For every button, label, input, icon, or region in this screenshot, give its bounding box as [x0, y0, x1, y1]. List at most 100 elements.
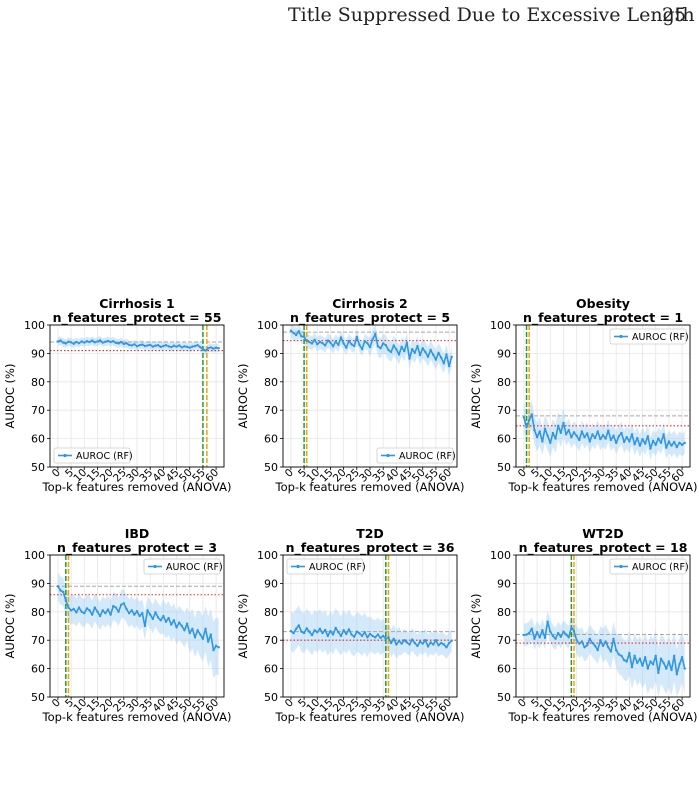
- data-point: [522, 633, 526, 637]
- data-point: [310, 342, 314, 345]
- y-tick-label: 90: [264, 347, 278, 360]
- data-point: [551, 634, 555, 638]
- data-point: [570, 626, 573, 629]
- data-point: [302, 631, 306, 635]
- data-point: [77, 606, 81, 609]
- data-point: [389, 350, 393, 354]
- data-point: [217, 347, 220, 350]
- data-point: [350, 343, 353, 346]
- data-point: [426, 355, 430, 359]
- data-point: [625, 660, 628, 663]
- data-point: [403, 639, 406, 642]
- y-tick-label: 90: [497, 577, 511, 590]
- data-point: [170, 345, 173, 349]
- data-point: [185, 345, 189, 349]
- data-point: [437, 644, 440, 647]
- x-tick-label: 0: [50, 697, 63, 710]
- data-point: [638, 444, 642, 447]
- data-point: [622, 658, 626, 662]
- y-tick-label: 50: [31, 461, 45, 474]
- data-point: [607, 429, 610, 432]
- data-point: [162, 344, 165, 348]
- x-tick-label: 0: [516, 697, 529, 710]
- data-point: [675, 445, 679, 449]
- data-point: [146, 344, 149, 347]
- data-point: [117, 610, 120, 613]
- data-point: [164, 620, 168, 623]
- data-point: [98, 614, 102, 618]
- data-point: [125, 607, 128, 611]
- data-point: [384, 343, 388, 347]
- y-tick-label: 80: [264, 376, 278, 389]
- y-tick-label: 80: [31, 606, 45, 619]
- data-point: [318, 340, 322, 344]
- data-point: [366, 341, 369, 345]
- data-point: [439, 641, 443, 645]
- y-tick-label: 50: [497, 461, 511, 474]
- data-point: [146, 609, 149, 612]
- data-point: [667, 660, 671, 663]
- data-point: [572, 431, 576, 434]
- y-tick-label: 70: [264, 634, 278, 647]
- data-point: [217, 646, 220, 649]
- data-point: [64, 599, 68, 602]
- data-point: [527, 631, 531, 635]
- data-point: [316, 631, 319, 634]
- data-point: [641, 437, 644, 441]
- legend-marker: [619, 564, 623, 569]
- data-point: [119, 340, 123, 344]
- data-point: [530, 413, 534, 416]
- data-point: [633, 654, 636, 658]
- y-tick-label: 100: [490, 549, 511, 562]
- legend-label: AUROC (RF): [632, 332, 689, 343]
- data-point: [363, 631, 366, 634]
- data-point: [360, 347, 364, 351]
- data-point: [662, 661, 665, 665]
- data-point: [572, 629, 576, 633]
- data-point: [83, 341, 86, 344]
- y-tick-label: 70: [31, 404, 45, 417]
- data-point: [546, 620, 549, 623]
- data-point: [180, 624, 184, 628]
- chart-subtitle: n_features_protect = 3: [57, 540, 217, 556]
- data-point: [680, 656, 684, 659]
- data-point: [61, 341, 65, 344]
- data-point: [358, 632, 361, 635]
- data-point: [599, 437, 602, 441]
- data-point: [148, 613, 152, 616]
- data-point: [75, 611, 78, 614]
- data-point: [617, 435, 621, 438]
- data-point: [543, 427, 547, 430]
- legend-label: AUROC (RF): [399, 451, 456, 462]
- data-point: [604, 640, 607, 643]
- data-point: [556, 424, 560, 428]
- data-point: [112, 604, 115, 608]
- data-point: [199, 345, 202, 349]
- data-point: [93, 606, 97, 609]
- y-tick-label: 60: [31, 663, 45, 676]
- data-point: [363, 339, 366, 343]
- data-point: [662, 433, 665, 436]
- data-point: [538, 430, 541, 433]
- data-point: [352, 635, 356, 638]
- data-point: [80, 340, 83, 343]
- data-point: [567, 428, 570, 432]
- data-point: [143, 624, 147, 628]
- data-point: [630, 665, 634, 669]
- data-point: [109, 340, 112, 344]
- data-point: [297, 624, 301, 627]
- data-point: [424, 639, 427, 642]
- y-axis-label: AUROC (%): [469, 594, 483, 659]
- y-tick-label: 50: [264, 691, 278, 704]
- data-point: [180, 346, 184, 349]
- data-point: [408, 643, 411, 646]
- data-point: [562, 421, 565, 425]
- data-point: [177, 621, 181, 624]
- data-point: [206, 640, 210, 643]
- data-point: [413, 641, 417, 645]
- data-point: [196, 629, 199, 632]
- data-point: [533, 428, 536, 432]
- data-point: [374, 332, 377, 336]
- chart-subtitle: n_features_protect = 5: [290, 310, 450, 326]
